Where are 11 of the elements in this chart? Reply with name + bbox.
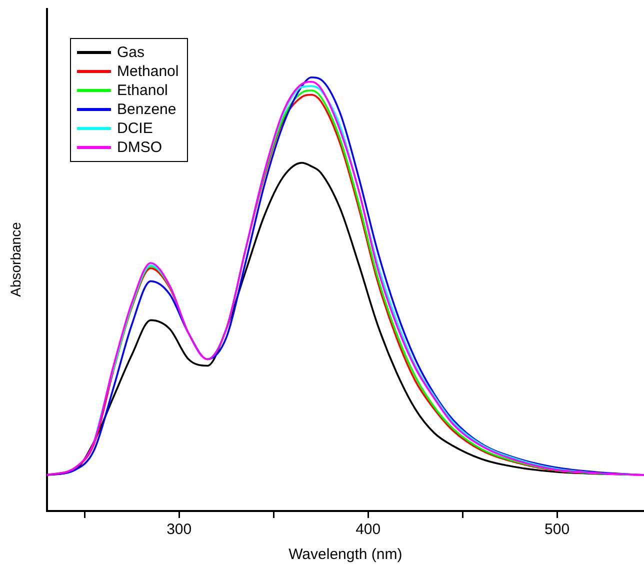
legend-label: Benzene	[117, 101, 176, 118]
legend-label: DCIE	[117, 120, 153, 137]
x-tick-label: 500	[544, 521, 570, 538]
legend-label: Methanol	[117, 63, 179, 80]
x-tick-label: 400	[356, 521, 381, 538]
x-tick-label: 300	[166, 521, 192, 538]
legend-label: Gas	[117, 44, 145, 61]
legend-label: DMSO	[117, 139, 162, 156]
y-axis-title: Absorbance	[7, 222, 24, 297]
x-axis-title: Wavelength (nm)	[288, 546, 402, 564]
legend-label: Ethanol	[117, 82, 168, 99]
